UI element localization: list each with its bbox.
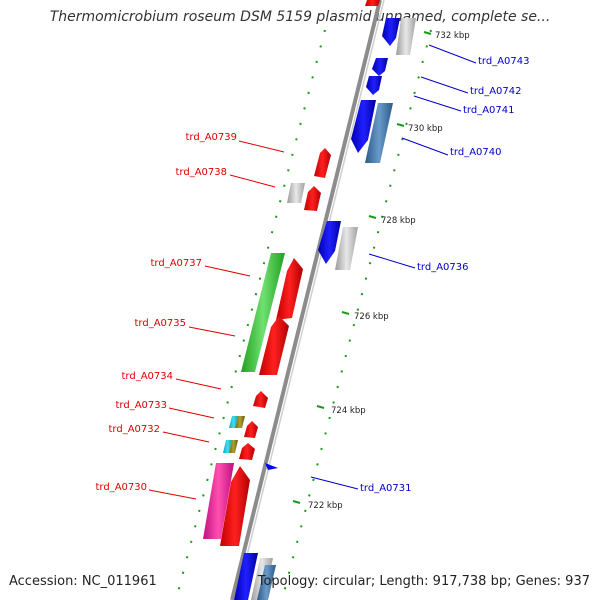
gene-label-trd_A0733: trd_A0733 (116, 400, 168, 411)
gene-arrow-trd_A0743 (382, 18, 400, 46)
gene-arrow-trd_A0742 (372, 58, 388, 76)
map-title: Thermomicrobium roseum DSM 5159 plasmid … (49, 9, 551, 25)
tick-724 (316, 405, 325, 409)
tick-label-726: 726 kbp (354, 312, 389, 322)
gene-arrow-trd_A0731 (265, 463, 278, 470)
tick-732 (423, 31, 432, 35)
sequence-backbone-shadow (235, 0, 385, 600)
gene-arrow-top-red (365, 0, 380, 6)
tick-label-732: 732 kbp (435, 31, 470, 41)
accession-text: Accession: NC_011961 (9, 574, 157, 589)
tick-726 (341, 311, 350, 315)
gene-arrow-trd_A0741 (366, 76, 382, 95)
gene-arrow-trd_A0730 (220, 466, 250, 546)
gene-arrow-trd_A0735 (276, 258, 303, 320)
gene-arrow-bottom-steel (257, 565, 276, 600)
gene-label-trd_A0730: trd_A0730 (96, 482, 148, 493)
gene-arrow-trd_A0732 (239, 443, 255, 460)
reverse-genes (234, 18, 416, 600)
gene-label-trd_A0743: trd_A0743 (478, 56, 530, 67)
tick-marks (292, 31, 432, 504)
tick-722 (292, 500, 301, 504)
tick-728 (368, 215, 377, 219)
gene-label-trd_A0735: trd_A0735 (135, 318, 187, 329)
forward-connectors (148, 140, 285, 500)
tick-labels: 732 kbp 730 kbp 728 kbp 726 kbp 724 kbp … (308, 31, 470, 511)
tick-label-724: 724 kbp (331, 406, 366, 416)
gene-label-trd_A0739: trd_A0739 (186, 132, 238, 143)
gene-label-trd_A0736: trd_A0736 (417, 262, 469, 273)
gene-arrow-trd_A0736-gray (335, 227, 358, 270)
gene-arrow-trd_A0732-olive (229, 440, 238, 453)
sequence-backbone (230, 0, 382, 600)
forward-labels: trd_A0739 trd_A0738 trd_A0737 trd_A0735 … (96, 132, 238, 493)
gene-label-trd_A0732: trd_A0732 (109, 424, 161, 435)
gene-arrow-trd_A0738-gray (287, 183, 305, 203)
gene-label-trd_A0738: trd_A0738 (176, 167, 228, 178)
tick-label-728: 728 kbp (381, 216, 416, 226)
reverse-connectors (310, 44, 477, 490)
gene-arrow-trd_A0734 (253, 391, 268, 408)
gene-arrow-trd_A0737 (241, 253, 285, 372)
gene-arrow-bottom-blue (234, 553, 258, 600)
gene-arrow-trd_A0740 (351, 100, 376, 153)
gene-arrow-trd_A0730-pink (203, 463, 234, 539)
gene-arrow-trd_A0740-steel (365, 103, 393, 163)
gene-arrow-trd_A0738 (304, 186, 321, 211)
gene-arrow-trd_A0739 (314, 148, 331, 178)
reverse-labels: trd_A0743 trd_A0742 trd_A0741 trd_A0740 … (360, 56, 530, 494)
forward-genes (203, 0, 380, 546)
gene-arrow-trd_A0743-gray (396, 18, 416, 55)
gene-arrow-trd_A0735b (259, 316, 289, 375)
gene-label-trd_A0741: trd_A0741 (463, 105, 515, 116)
gene-label-trd_A0740: trd_A0740 (450, 147, 502, 158)
gene-arrow-trd_A0736 (318, 221, 341, 264)
gene-label-trd_A0737: trd_A0737 (151, 258, 203, 269)
tick-label-730: 730 kbp (408, 124, 443, 134)
tick-label-722: 722 kbp (308, 501, 343, 511)
gene-label-trd_A0742: trd_A0742 (470, 86, 522, 97)
topology-stats-text: Topology: circular; Length: 917,738 bp; … (257, 574, 590, 589)
gene-arrow-trd_A0733-olive (235, 416, 245, 428)
tick-730 (396, 123, 405, 127)
gene-label-trd_A0731: trd_A0731 (360, 483, 412, 494)
gene-arrow-trd_A0733 (244, 421, 258, 438)
gene-label-trd_A0734: trd_A0734 (122, 371, 174, 382)
